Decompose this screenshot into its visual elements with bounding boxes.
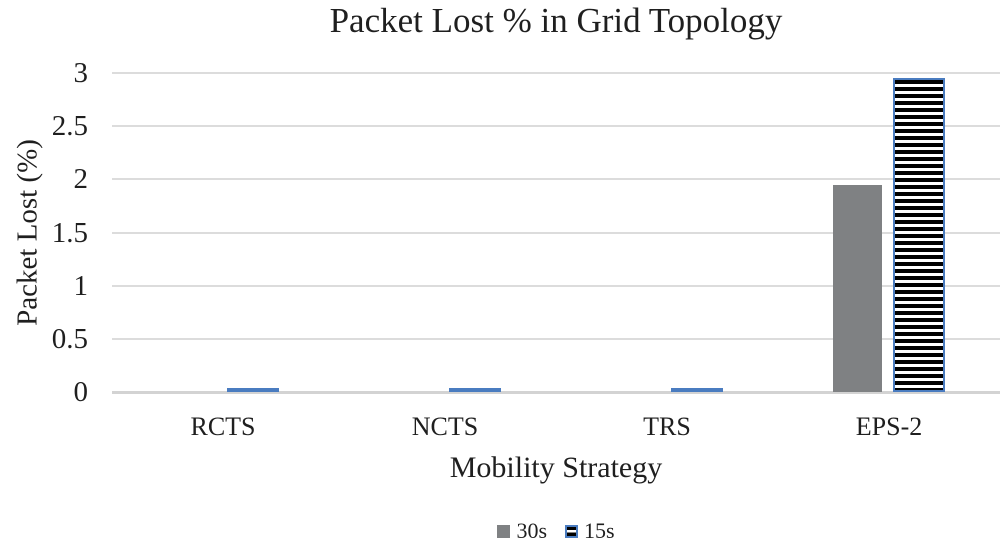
category-group-eps-2 bbox=[778, 73, 1000, 392]
y-tick-label: 3 bbox=[73, 57, 89, 89]
bar-30s-eps-2 bbox=[833, 185, 882, 392]
bar-15s-ncts bbox=[449, 388, 501, 392]
y-tick-label: 2.5 bbox=[51, 110, 88, 143]
x-axis-title: Mobility Strategy bbox=[449, 451, 663, 484]
y-tick-label: 0 bbox=[73, 376, 89, 408]
y-tick-label: 1 bbox=[73, 269, 89, 302]
legend-item-30s: 30s bbox=[497, 519, 547, 543]
y-tick-label: 2 bbox=[73, 163, 89, 196]
chart-title: Packet Lost % in Grid Topology bbox=[329, 1, 783, 40]
x-tick-label-trs: TRS bbox=[643, 412, 691, 441]
bar-15s-rcts bbox=[227, 388, 279, 392]
legend-label-30s: 30s bbox=[516, 518, 547, 543]
x-tick-label-ncts: NCTS bbox=[411, 412, 479, 441]
bar-15s-eps-2 bbox=[893, 78, 945, 392]
x-tick-label-eps-2: EPS-2 bbox=[855, 412, 923, 441]
y-tick-label: 1.5 bbox=[51, 216, 88, 249]
y-tick-label: 0.5 bbox=[51, 322, 88, 355]
category-group-rcts bbox=[112, 73, 334, 392]
bar-15s-trs bbox=[671, 388, 723, 392]
x-axis-tick-row: RCTS NCTS TRS EPS-2 bbox=[112, 413, 1000, 441]
gridline bbox=[112, 337, 1000, 340]
x-tick-label-rcts: RCTS bbox=[190, 412, 256, 441]
category-group-trs bbox=[556, 73, 778, 392]
x-axis-line bbox=[112, 391, 1000, 394]
chart-legend: 30s 15s bbox=[112, 519, 1000, 543]
legend-swatch-15s-icon bbox=[565, 524, 578, 538]
legend-swatch-30s-icon bbox=[497, 524, 511, 538]
gridline bbox=[112, 125, 1000, 128]
gridline bbox=[112, 284, 1000, 287]
gridline bbox=[112, 231, 1000, 234]
plot-area bbox=[112, 72, 1000, 394]
legend-item-15s: 15s bbox=[565, 519, 615, 543]
gridline bbox=[112, 72, 1000, 74]
legend-label-15s: 15s bbox=[584, 518, 615, 543]
gridline bbox=[112, 178, 1000, 181]
category-group-ncts bbox=[334, 73, 556, 392]
